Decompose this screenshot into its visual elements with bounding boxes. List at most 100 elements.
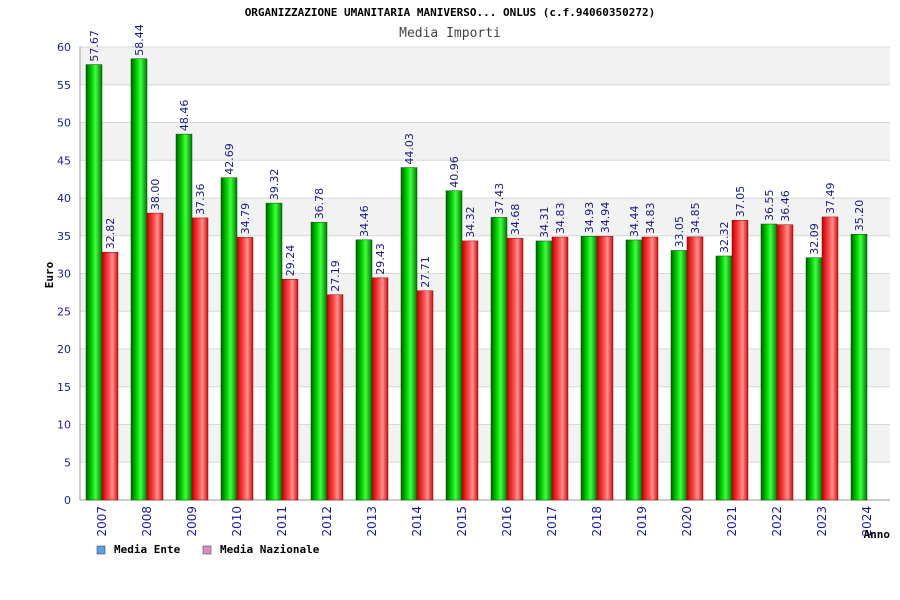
grid-band [80,47,890,85]
bar-media-nazionale-2009 [191,217,209,501]
value-label-media-ente-2016: 37.43 [493,183,506,215]
value-label-media-ente-2017: 34.31 [538,206,551,238]
value-label-media-ente-2007: 57.67 [88,30,101,62]
grid-band [80,84,890,123]
chart-title: ORGANIZZAZIONE UMANITARIA MANIVERSO... O… [245,6,656,19]
x-tick-label-2018: 2018 [590,506,604,537]
bar-media-ente-2013 [355,239,373,501]
grid-band [80,424,890,463]
value-label-media-ente-2024: 35.20 [853,200,866,232]
value-label-media-nazionale-2022: 36.46 [779,190,792,222]
legend-swatch-media-ente [96,545,106,555]
bar-media-ente-2014 [400,167,418,501]
bar-media-ente-2017 [535,240,553,501]
value-label-media-ente-2009: 48.46 [178,100,191,132]
y-tick-label: 10 [57,419,71,432]
grid-band [80,273,890,312]
y-tick-label: 50 [57,117,71,130]
y-tick-label: 0 [64,494,71,507]
bar-media-nazionale-2022 [776,224,794,501]
value-label-media-ente-2010: 42.69 [223,143,236,175]
bar-media-nazionale-2007 [101,251,119,501]
y-tick-label: 35 [57,230,71,243]
x-tick-label-2012: 2012 [320,506,334,537]
bar-media-ente-2016 [490,217,508,501]
bar-media-nazionale-2018 [596,235,614,501]
x-tick-label-2010: 2010 [230,506,244,537]
value-label-media-nazionale-2017: 34.83 [554,203,567,235]
value-label-media-nazionale-2011: 29.24 [284,245,297,277]
value-label-media-nazionale-2008: 38.00 [149,179,162,211]
value-label-media-nazionale-2013: 29.43 [374,243,387,275]
grid-band [80,160,890,198]
value-label-media-ente-2023: 32.09 [808,223,821,255]
x-tick-label-2008: 2008 [140,506,154,537]
x-tick-label-2015: 2015 [455,506,469,537]
bar-media-nazionale-2020 [686,236,704,501]
grid-band [80,349,890,387]
y-tick-label: 40 [57,192,71,205]
y-tick-label: 45 [57,154,71,167]
bar-media-nazionale-2021 [731,220,749,501]
x-tick-label-2023: 2023 [815,506,829,537]
x-tick-label-2022: 2022 [770,506,784,537]
value-label-media-nazionale-2009: 37.36 [194,183,207,215]
value-label-media-ente-2013: 34.46 [358,205,371,237]
grid-band [80,122,890,161]
grid-band [80,386,890,425]
x-axis-label: Anno [864,528,891,541]
bar-media-nazionale-2016 [506,237,524,501]
value-label-media-nazionale-2023: 37.49 [824,182,837,214]
bar-media-nazionale-2013 [371,277,389,501]
x-tick-label-2017: 2017 [545,506,559,537]
x-tick-label-2009: 2009 [185,506,199,537]
bar-media-nazionale-2017 [551,236,569,501]
bar-media-nazionale-2015 [461,240,479,501]
y-tick-label: 30 [57,268,71,281]
y-tick-label: 25 [57,305,71,318]
x-tick-label-2020: 2020 [680,506,694,537]
legend-swatch-media-nazionale [202,545,212,555]
value-label-media-nazionale-2019: 34.83 [644,203,657,235]
value-labels: 57.67 32.82 58.44 38.00 48.46 37.36 42.69 34.79… [88,24,866,291]
value-label-media-ente-2008: 58.44 [133,24,146,56]
bar-media-ente-2015 [445,190,463,501]
y-tick-label: 15 [57,381,71,394]
grid-band [80,462,890,500]
value-label-media-nazionale-2021: 37.05 [734,186,747,218]
bar-media-nazionale-2010 [236,237,254,501]
bar-media-ente-2018 [580,236,598,501]
value-label-media-nazionale-2015: 34.32 [464,206,477,238]
bar-media-nazionale-2019 [641,236,659,501]
value-label-media-nazionale-2018: 34.94 [599,202,612,234]
bar-media-nazionale-2014 [416,290,434,501]
value-label-media-nazionale-2012: 27.19 [329,260,342,292]
value-label-media-ente-2015: 40.96 [448,156,461,188]
bar-media-nazionale-2023 [821,216,839,501]
value-label-media-ente-2020: 33.05 [673,216,686,248]
grid-band [80,198,890,236]
bar-media-ente-2008 [130,58,148,501]
y-tick-label: 5 [64,456,71,469]
bar-media-nazionale-2011 [281,278,299,501]
bar-media-ente-2010 [220,177,238,501]
bar-media-nazionale-2008 [146,212,164,501]
bar-media-ente-2022 [760,223,778,501]
value-label-media-nazionale-2010: 34.79 [239,203,252,235]
x-tick-label-2024: 2024 [860,506,874,537]
x-tick-label-2021: 2021 [725,506,739,537]
axes [79,47,890,501]
value-label-media-ente-2019: 34.44 [628,205,641,237]
x-tick-label-2013: 2013 [365,506,379,537]
bar-media-ente-2020 [670,250,688,501]
chart-subtitle: Media Importi [399,26,501,41]
x-tick-labels: 2007 2008 2009 2010 2011 2012 2013 2014 2015 2016… [95,506,874,537]
grid-band [80,311,890,349]
x-tick-label-2011: 2011 [275,506,289,537]
bar-media-ente-2023 [805,257,823,501]
grid-bands [80,47,890,500]
value-label-media-ente-2014: 44.03 [403,133,416,165]
y-tick-label: 20 [57,343,71,356]
value-label-media-nazionale-2020: 34.85 [689,202,702,234]
